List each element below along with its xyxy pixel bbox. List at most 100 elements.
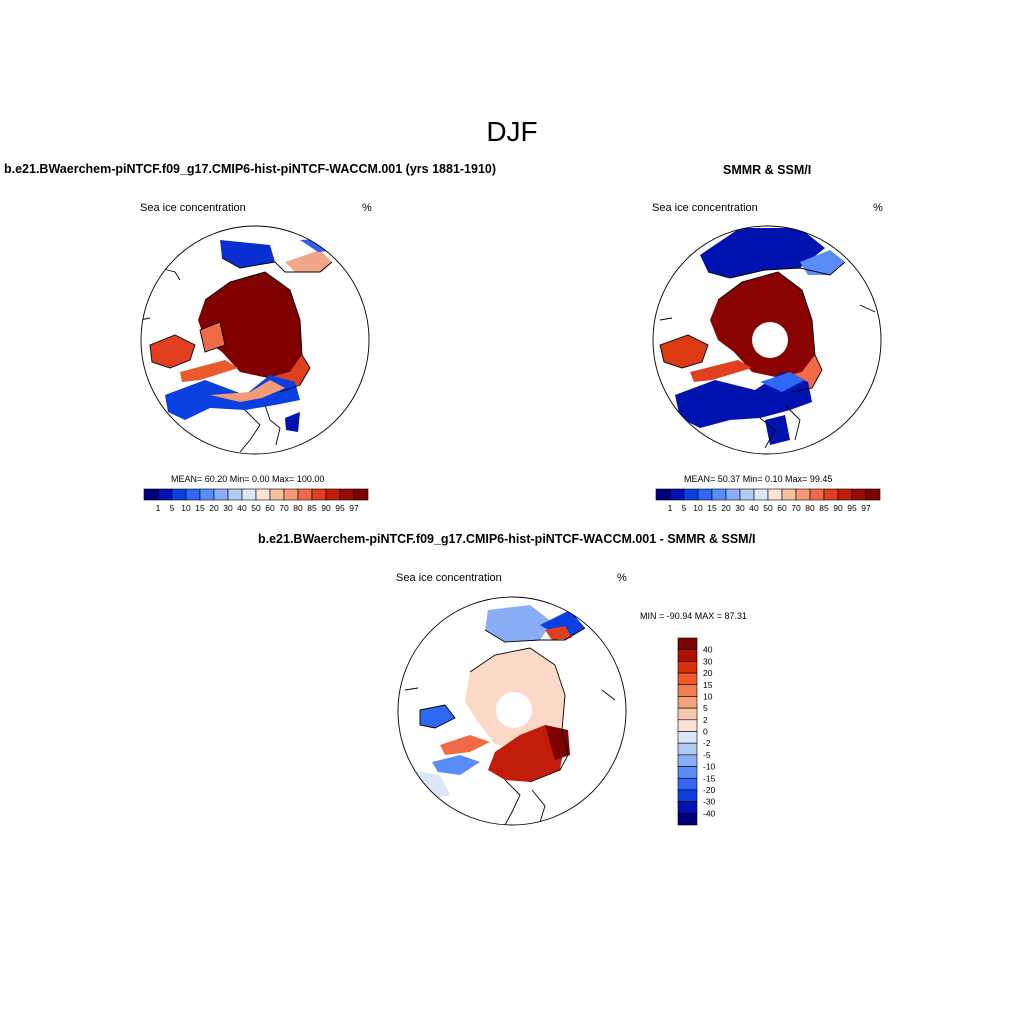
obs-ice-region — [690, 360, 752, 382]
diff-region — [440, 735, 490, 755]
model-ice-region — [180, 360, 238, 382]
model-colorbar-tick-label: 1 — [156, 503, 161, 513]
diff-colorbar-tick-label: -20 — [703, 785, 716, 795]
diff-colorbar-tick-label: 15 — [703, 680, 713, 690]
obs-colorbar-swatch — [837, 488, 853, 501]
model-colorbar-swatch — [311, 488, 327, 501]
diff-region — [432, 755, 480, 775]
diff-polar-map — [398, 597, 626, 825]
obs-colorbar-tick-label: 90 — [833, 503, 843, 513]
model-colorbar-swatch — [325, 488, 341, 501]
diff-colorbar-swatch — [677, 731, 698, 744]
obs-stats: MEAN= 50.37 Min= 0.10 Max= 99.45 — [684, 474, 833, 484]
model-colorbar-swatch — [171, 488, 187, 501]
obs-colorbar-tick-label: 20 — [721, 503, 731, 513]
diff-colorbar-tick-label: 0 — [703, 727, 708, 737]
diff-colorbar-swatch — [677, 742, 698, 756]
diff-colorbar-swatch — [677, 637, 698, 650]
obs-colorbar-tick-label: 40 — [749, 503, 759, 513]
diff-colorbar-tick-label: 2 — [703, 715, 708, 725]
obs-colorbar-swatch — [655, 488, 671, 501]
diff-colorbar-tick-label: -5 — [703, 750, 711, 760]
obs-map-boundary — [652, 225, 882, 455]
diff-colorbar-tick-label: 40 — [703, 645, 713, 655]
model-colorbar-tick-label: 90 — [321, 503, 331, 513]
model-colorbar-tick-label: 60 — [265, 503, 275, 513]
diff-colorbar-tick-label: -15 — [703, 773, 716, 783]
obs-colorbar-swatch — [739, 488, 755, 501]
obs-colorbar-swatch — [753, 488, 769, 501]
model-colorbar-tick-label: 95 — [335, 503, 345, 513]
obs-ice-region — [700, 228, 825, 278]
model-colorbar: 1 5 10 15 20 30 40 50 60 70 80 85 90 95 97 — [143, 488, 369, 513]
diff-colorbar-tick-label: 30 — [703, 656, 713, 666]
obs-colorbar-swatch — [725, 488, 741, 501]
diff-colorbar-swatch — [677, 766, 698, 779]
model-ice-region — [285, 250, 332, 272]
model-colorbar-tick-label: 15 — [195, 503, 205, 513]
model-colorbar-tick-label: 5 — [170, 503, 175, 513]
obs-colorbar-swatch — [795, 488, 811, 501]
model-colorbar-swatch — [353, 488, 369, 501]
model-colorbar-tick-label: 10 — [181, 503, 191, 513]
obs-colorbar-swatch — [711, 488, 727, 501]
model-colorbar-tick-label: 80 — [293, 503, 303, 513]
model-ice-region — [220, 240, 275, 268]
diff-map-boundary — [397, 596, 627, 826]
model-polar-map — [141, 226, 369, 454]
model-colorbar-tick-label: 50 — [251, 503, 261, 513]
obs-units-label: % — [873, 202, 883, 214]
model-ice-region — [198, 272, 302, 378]
model-colorbar-swatch — [185, 488, 201, 501]
obs-colorbar-swatch — [865, 488, 881, 501]
obs-colorbar-tick-label: 10 — [693, 503, 703, 513]
diff-colorbar-tick-label: -30 — [703, 797, 716, 807]
obs-colorbar-tick-label: 15 — [707, 503, 717, 513]
diff-colorbar-swatch — [677, 789, 698, 802]
model-stats: MEAN= 60.20 Min= 0.00 Max= 100.00 — [171, 474, 325, 484]
obs-colorbar-swatch — [851, 488, 867, 501]
model-colorbar-tick-label: 20 — [209, 503, 219, 513]
model-colorbar-swatch — [297, 488, 313, 501]
diff-colorbar-swatch — [677, 661, 698, 674]
model-colorbar-tick-label: 30 — [223, 503, 233, 513]
diff-colorbar-swatch — [677, 649, 698, 662]
obs-colorbar-tick-label: 97 — [861, 503, 871, 513]
obs-variable-label: Sea ice concentration — [652, 202, 758, 214]
obs-ice-region — [800, 250, 845, 275]
diff-colorbar-swatch — [677, 719, 698, 732]
diff-region — [488, 725, 565, 782]
diff-region — [545, 626, 572, 640]
model-colorbar-swatch — [283, 488, 299, 501]
diff-region — [540, 610, 585, 640]
diff-colorbar-swatch — [677, 801, 698, 814]
model-colorbar-swatch — [199, 488, 215, 501]
diff-region — [545, 725, 570, 760]
model-colorbar-swatch — [157, 488, 173, 501]
model-colorbar-tick-label: 97 — [349, 503, 359, 513]
diff-colorbar-tick-label: -2 — [703, 738, 711, 748]
model-ice-region — [150, 335, 195, 368]
obs-colorbar-swatch — [767, 488, 783, 501]
model-ice-region — [210, 380, 285, 402]
obs-colorbar-tick-label: 95 — [847, 503, 857, 513]
obs-colorbar-tick-label: 85 — [819, 503, 829, 513]
model-units-label: % — [362, 202, 372, 214]
model-panel-title: b.e21.BWaerchem-piNTCF.f09_g17.CMIP6-his… — [4, 162, 497, 176]
figure-title: DJF — [486, 116, 538, 147]
model-ice-region — [200, 322, 225, 352]
obs-colorbar-tick-label: 50 — [763, 503, 773, 513]
obs-colorbar-tick-label: 1 — [668, 503, 673, 513]
diff-variable-label: Sea ice concentration — [396, 572, 502, 584]
model-colorbar-swatch — [143, 488, 159, 501]
diff-colorbar-swatch — [677, 684, 698, 697]
obs-colorbar-tick-label: 60 — [777, 503, 787, 513]
diff-colorbar-swatch — [677, 754, 698, 767]
diff-colorbar-tick-label: 20 — [703, 668, 713, 678]
model-colorbar-swatch — [227, 488, 243, 501]
model-colorbar-swatch — [213, 488, 229, 501]
diff-colorbar-swatch — [677, 696, 698, 709]
diff-colorbar-swatch — [677, 813, 698, 826]
